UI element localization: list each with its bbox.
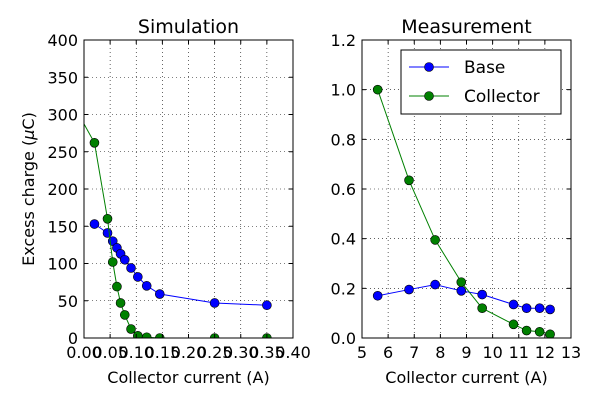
measurement-x-tick-label: 5	[357, 343, 367, 362]
simulation-point-series-2	[107, 257, 118, 267]
measurement-point-base	[456, 286, 467, 296]
simulation-point-series-1	[102, 228, 113, 238]
measurement-y-tick-label: 0.8	[331, 130, 356, 149]
measurement-point-collector	[521, 325, 532, 336]
simulation-y-tick-label: 150	[47, 217, 78, 236]
measurement-y-tick-label: 1.0	[331, 81, 356, 100]
measurement-point-base	[508, 299, 519, 310]
simulation-x-axis-label: Collector current (A)	[107, 368, 269, 387]
simulation-point-series-1	[119, 254, 130, 265]
simulation-x-tick-label: 0.40	[275, 343, 311, 362]
measurement-point-base	[372, 290, 383, 301]
simulation-y-axis-label: Excess charge (μC)	[19, 112, 38, 266]
measurement-x-tick-label: 6	[383, 343, 393, 362]
measurement-point-collector	[430, 235, 440, 245]
simulation-series	[84, 122, 272, 338]
simulation-point-series-2	[115, 298, 126, 308]
simulation-point-series-1	[89, 219, 100, 229]
measurement-series	[372, 84, 555, 338]
measurement-y-tick-label: 0.0	[331, 329, 356, 348]
simulation-point-series-1	[209, 298, 220, 308]
legend-marker-collector	[424, 91, 434, 101]
measurement-x-tick-label: 13	[561, 343, 581, 362]
simulation-point-series-2	[119, 310, 130, 320]
simulation-ticks: 0.000.050.100.150.200.250.300.350.40 0 50 1…	[47, 31, 310, 362]
measurement-ticks: 5 6 7 8 9 10 11 12 13 0.0 0.2 0.4 0.6 0.8 1.0 1.2	[331, 31, 582, 362]
measurement-x-axis-label: Collector current (A)	[385, 368, 547, 387]
simulation-point-series-1	[262, 300, 272, 311]
measurement-point-base	[545, 304, 555, 315]
simulation-point-series-1	[141, 281, 152, 291]
measurement-point-base	[534, 303, 545, 314]
simulation-panel: 0.000.050.100.150.200.250.300.350.40 0 50 1…	[19, 16, 311, 387]
measurement-panel: 5 6 7 8 9 10 11 12 13 0.0 0.2 0.4 0.6 0.8 1.0 1.2 Measu…	[331, 16, 582, 387]
legend-box	[400, 49, 562, 115]
measurement-point-collector	[545, 329, 555, 338]
simulation-x-tick-label: 0.05	[92, 343, 128, 362]
measurement-x-tick-label: 10	[482, 343, 502, 362]
simulation-x-tick-label: 0.25	[197, 343, 233, 362]
simulation-point-series-1	[133, 272, 143, 282]
simulation-x-tick-label: 0.15	[145, 343, 181, 362]
simulation-x-tick-label: 0.00	[66, 343, 102, 362]
simulation-point-series-2	[102, 214, 113, 224]
measurement-y-tick-label: 0.6	[331, 180, 356, 199]
simulation-y-tick-label: 300	[47, 106, 78, 125]
simulation-point-series-2	[89, 138, 100, 148]
simulation-y-tick-label: 50	[58, 292, 78, 311]
simulation-x-tick-label: 0.35	[249, 343, 285, 362]
measurement-point-base	[430, 279, 440, 290]
simulation-point-series-1	[154, 289, 165, 299]
simulation-y-tick-label: 200	[47, 180, 78, 199]
legend-label-collector: Collector	[464, 87, 540, 107]
measurement-point-base	[477, 289, 487, 300]
measurement-point-base	[521, 303, 532, 314]
simulation-y-tick-label: 0	[68, 329, 78, 348]
simulation-x-tick-label: 0.20	[171, 343, 207, 362]
measurement-x-tick-label: 12	[535, 343, 555, 362]
legend-marker-base	[424, 62, 434, 72]
legend: Base Collector	[400, 49, 562, 115]
measurement-title: Measurement	[401, 16, 531, 38]
measurement-y-tick-label: 1.2	[331, 31, 356, 50]
measurement-point-collector	[456, 277, 467, 287]
measurement-point-collector	[534, 326, 545, 337]
measurement-series-base	[372, 279, 555, 315]
measurement-point-collector	[404, 175, 414, 186]
measurement-series-collector	[372, 84, 555, 338]
simulation-y-tick-label: 350	[47, 68, 78, 87]
measurement-y-tick-label: 0.2	[331, 279, 356, 298]
simulation-x-tick-label: 0.30	[223, 343, 259, 362]
simulation-y-tick-label: 100	[47, 255, 78, 274]
measurement-x-tick-label: 8	[435, 343, 445, 362]
measurement-point-collector	[372, 84, 383, 95]
simulation-x-tick-label: 0.10	[118, 343, 154, 362]
simulation-y-tick-label: 400	[47, 31, 78, 50]
simulation-point-series-2	[112, 281, 122, 292]
measurement-x-tick-label: 11	[509, 343, 529, 362]
measurement-x-tick-label: 9	[461, 343, 471, 362]
measurement-point-base	[404, 284, 414, 295]
simulation-title: Simulation	[138, 16, 239, 38]
legend-label-base: Base	[464, 58, 505, 78]
simulation-y-tick-label: 250	[47, 143, 78, 162]
measurement-point-collector	[508, 319, 519, 330]
simulation-point-series-2	[141, 332, 152, 338]
measurement-y-tick-label: 0.4	[331, 230, 356, 249]
simulation-point-series-1	[126, 263, 136, 273]
measurement-x-tick-label: 7	[409, 343, 419, 362]
simulation-point-series-2	[126, 324, 136, 334]
measurement-point-collector	[477, 303, 487, 314]
